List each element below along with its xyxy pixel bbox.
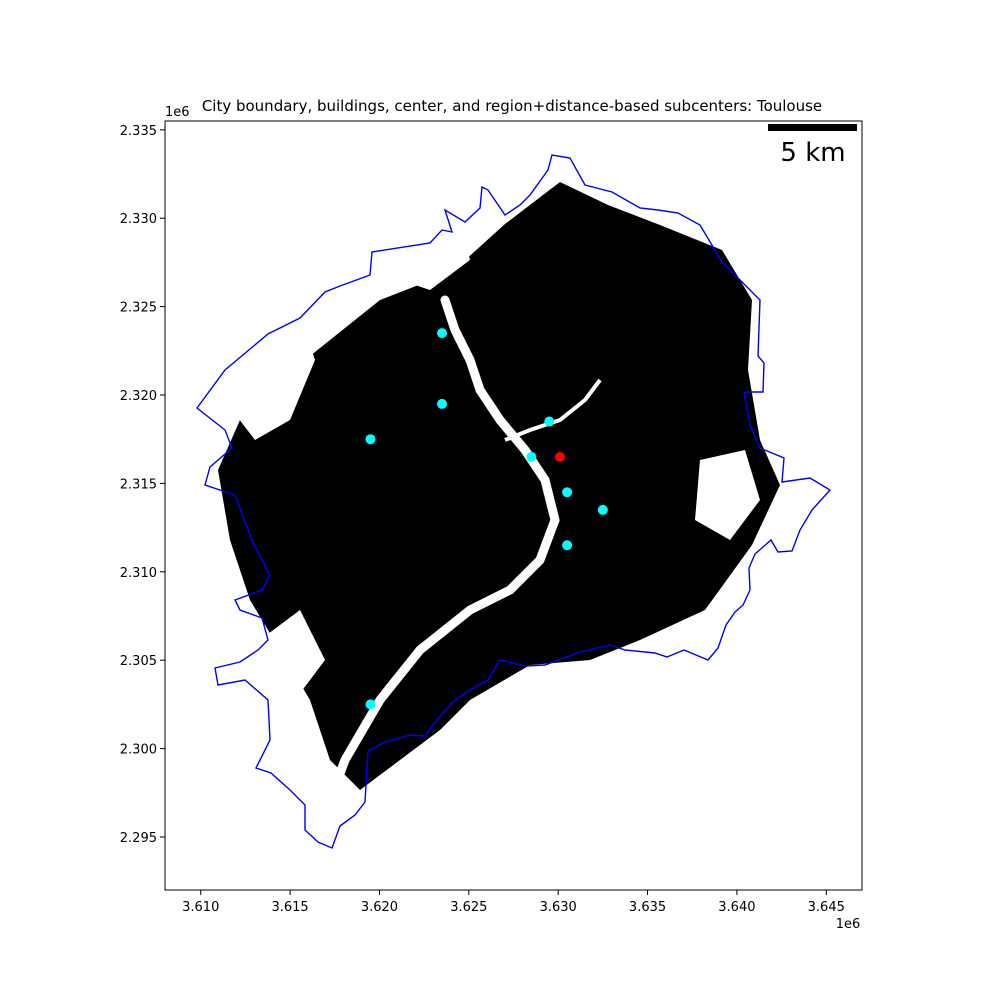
x-tick-label: 3.625 [450,900,487,915]
buildings-gap-south [480,670,560,760]
canal [504,378,602,442]
x-tick-label: 3.620 [361,900,398,915]
x-tick-label: 3.615 [271,900,308,915]
x-tick-label: 3.610 [182,900,219,915]
points-layer [365,328,608,710]
y-tick-label: 2.305 [120,654,157,669]
subcenter-point [365,699,376,710]
y-tick-label: 2.295 [120,831,157,846]
scalebar-label: 5 km [780,138,845,168]
x-tick-label: 3.645 [808,900,845,915]
x-tick-label: 3.630 [540,900,577,915]
y-tick-label: 2.310 [120,566,157,581]
buildings-gap-east [695,450,760,540]
river [325,295,560,805]
y-tick-label: 2.320 [120,389,157,404]
subcenter-point [437,398,448,409]
y-axis: 2.295 2.300 2.305 2.310 2.315 2.320 2.325 2.330… [120,124,165,846]
city-center-point [554,451,565,462]
y-tick-label: 2.315 [120,477,157,492]
subcenter-point [544,416,555,427]
x-tick-label: 3.640 [718,900,755,915]
city-boundary [196,154,832,849]
y-tick-label: 2.330 [120,212,157,227]
buildings-layer [218,182,780,790]
subcenter-point [562,487,573,498]
x-axis-offset: 1e6 [836,917,861,932]
y-axis-offset: 1e6 [165,105,190,120]
subcenter-point [597,504,608,515]
map-title: City boundary, buildings, center, and re… [202,97,822,115]
x-tick-label: 3.635 [629,900,666,915]
buildings-gap-north [400,218,470,290]
subcenter-point [365,434,376,445]
map-content [196,154,832,849]
x-axis: 3.610 3.615 3.620 3.625 3.630 3.635 3.640 3.645 [182,890,845,915]
y-tick-label: 2.325 [120,301,157,316]
y-tick-label: 2.335 [120,124,157,139]
scalebar-bar [768,124,857,131]
subcenter-point [526,451,537,462]
buildings-gap-southwest [255,610,325,700]
y-tick-label: 2.300 [120,743,157,758]
subcenter-point [437,328,448,339]
subcenter-point [562,540,573,551]
buildings-core [218,182,780,790]
